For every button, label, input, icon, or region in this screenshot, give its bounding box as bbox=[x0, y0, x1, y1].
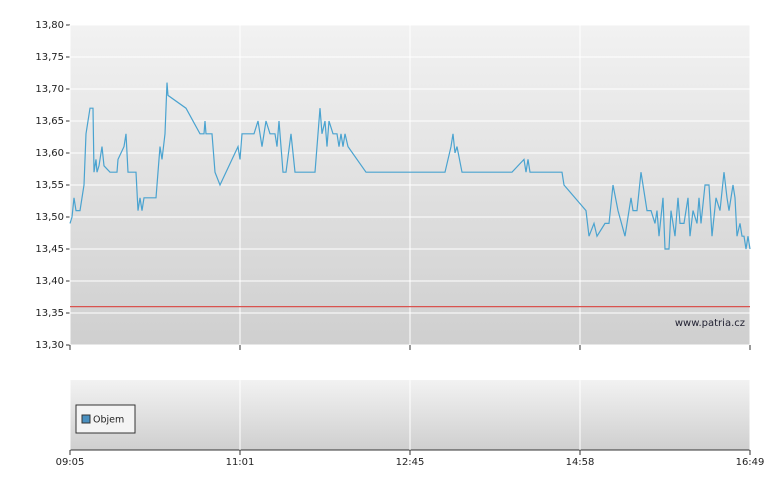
watermark: www.patria.cz bbox=[675, 318, 745, 329]
y-tick-label: 13,60 bbox=[35, 148, 64, 159]
y-tick-label: 13,55 bbox=[35, 180, 64, 191]
y-tick-label: 13,75 bbox=[35, 52, 64, 63]
y-tick-label: 13,65 bbox=[35, 116, 64, 127]
marks bbox=[69, 82, 751, 308]
price-line bbox=[69, 82, 751, 250]
legend-label: Objem bbox=[93, 415, 124, 426]
y-tick-label: 13,50 bbox=[35, 212, 64, 223]
x-tick-label: 16:49 bbox=[736, 457, 765, 468]
y-tick-label: 13,70 bbox=[35, 84, 64, 95]
y-tick-label: 13,45 bbox=[35, 244, 64, 255]
grid: 13,30 13,35 13,40 13,45 13,50 13,55 13,60 13,65… bbox=[35, 20, 764, 468]
y-tick-label: 13,40 bbox=[35, 276, 64, 287]
x-tick-label: 14:58 bbox=[566, 457, 595, 468]
x-tick-label: 12:45 bbox=[396, 457, 425, 468]
y-tick-label: 13,80 bbox=[35, 20, 64, 31]
y-tick-label: 13,35 bbox=[35, 308, 64, 319]
y-tick-label: 13,30 bbox=[35, 340, 64, 351]
x-tick-label: 11:01 bbox=[226, 457, 255, 468]
legend-swatch bbox=[81, 414, 91, 424]
x-tick-label: 09:05 bbox=[56, 457, 85, 468]
